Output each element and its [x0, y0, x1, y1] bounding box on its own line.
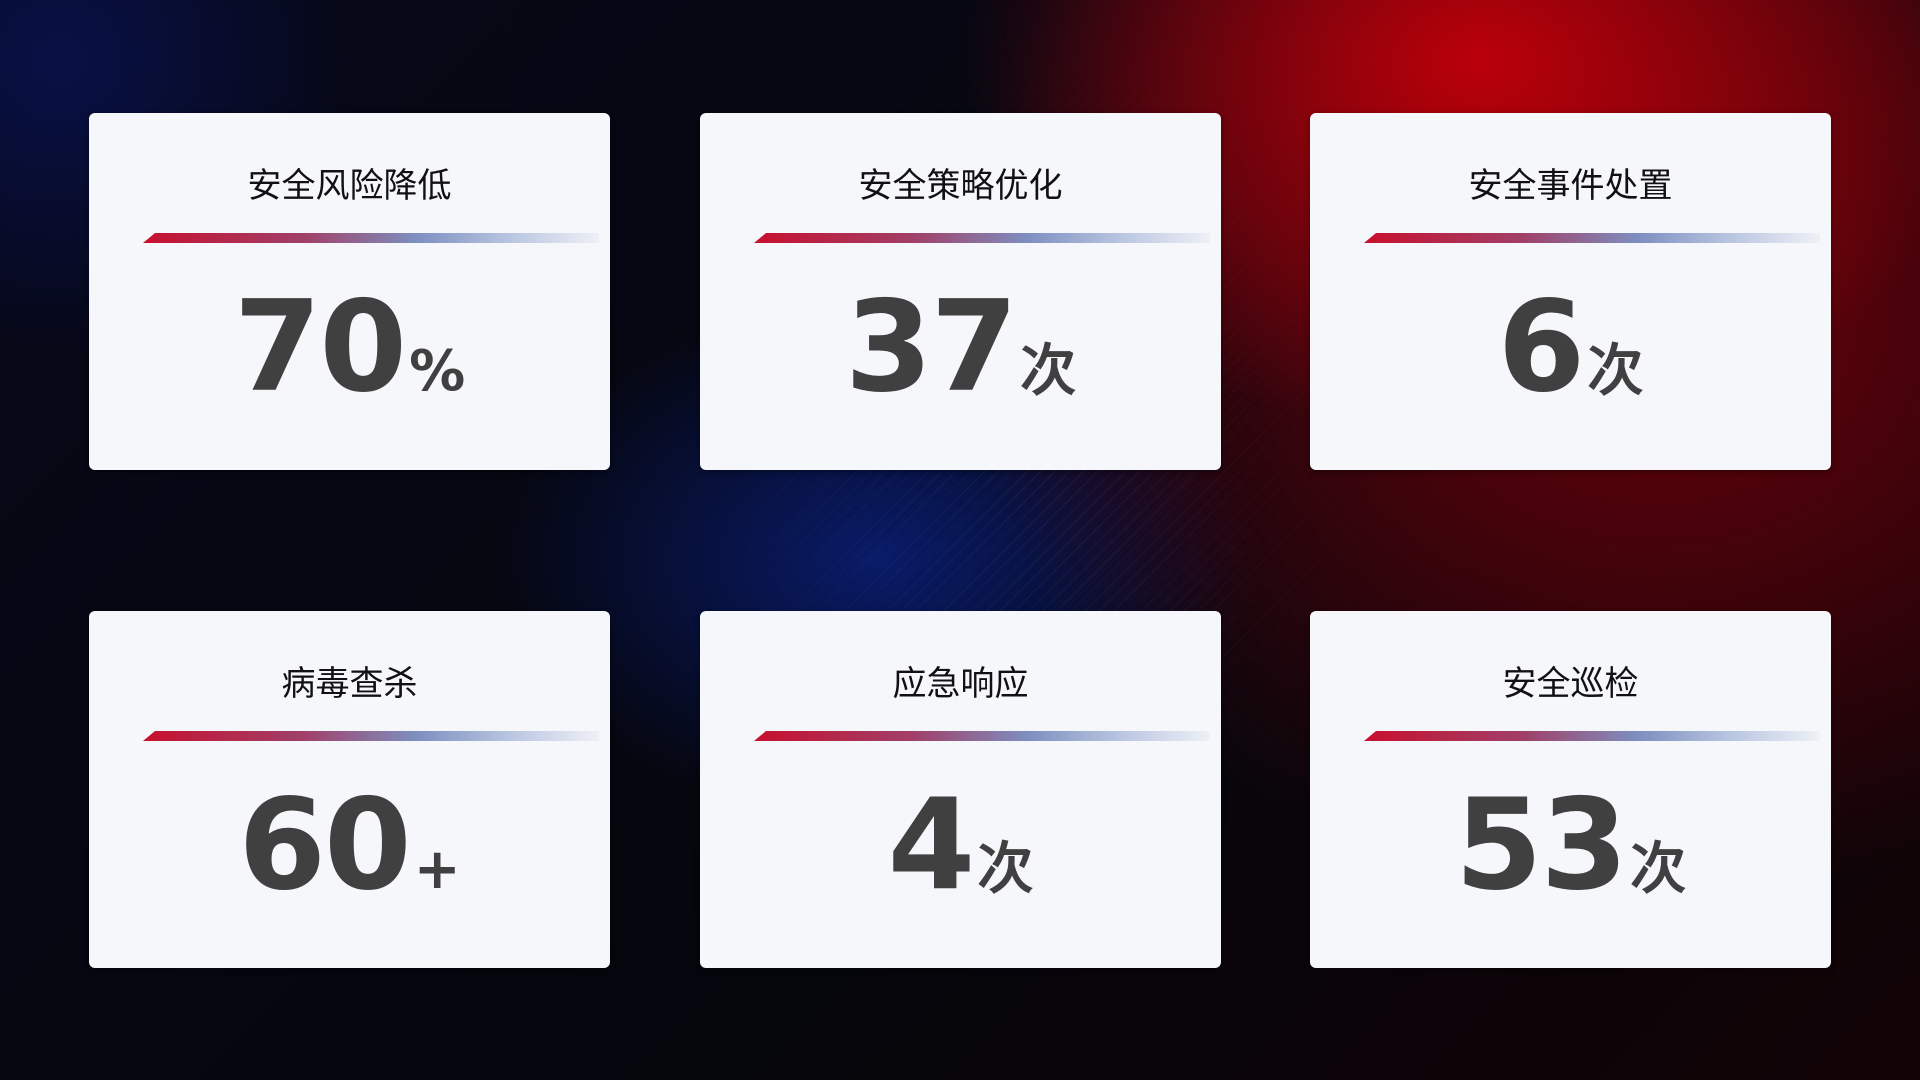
value-suffix: +: [413, 837, 461, 902]
gradient-divider: [1364, 233, 1820, 243]
card-security-patrol: 安全巡检 53次: [1310, 611, 1831, 968]
value-number: 53: [1454, 771, 1628, 918]
card-value: 4次: [700, 771, 1221, 918]
value-number: 4: [887, 771, 976, 918]
card-title: 病毒查杀: [281, 664, 418, 704]
gradient-divider: [1364, 731, 1820, 741]
value-suffix: 次: [977, 837, 1034, 902]
card-title: 应急响应: [892, 664, 1029, 704]
card-title: 安全风险降低: [247, 166, 452, 206]
value-number: 70: [233, 273, 407, 420]
value-suffix: 次: [1020, 339, 1077, 404]
card-title: 安全巡检: [1502, 664, 1639, 704]
card-incident-handling: 安全事件处置 6次: [1310, 113, 1831, 470]
card-title: 安全策略优化: [858, 166, 1063, 206]
value-suffix: %: [409, 339, 466, 404]
card-value: 37次: [700, 273, 1221, 420]
value-number: 60: [238, 771, 411, 918]
card-value: 6次: [1310, 273, 1831, 420]
card-emergency-response: 应急响应 4次: [700, 611, 1221, 968]
value-number: 37: [844, 273, 1018, 420]
card-virus-removal: 病毒查杀 60+: [89, 611, 610, 968]
card-value: 53次: [1310, 771, 1831, 918]
gradient-divider: [143, 731, 599, 741]
card-risk-reduction: 安全风险降低 70%: [89, 113, 610, 470]
value-suffix: 次: [1630, 837, 1687, 902]
gradient-divider: [143, 233, 599, 243]
card-title: 安全事件处置: [1468, 166, 1673, 206]
value-suffix: 次: [1587, 339, 1644, 404]
card-value: 60+: [89, 771, 610, 918]
card-value: 70%: [89, 273, 610, 420]
gradient-divider: [754, 233, 1210, 243]
gradient-divider: [754, 731, 1210, 741]
card-policy-optimization: 安全策略优化 37次: [700, 113, 1221, 470]
value-number: 6: [1497, 273, 1586, 420]
